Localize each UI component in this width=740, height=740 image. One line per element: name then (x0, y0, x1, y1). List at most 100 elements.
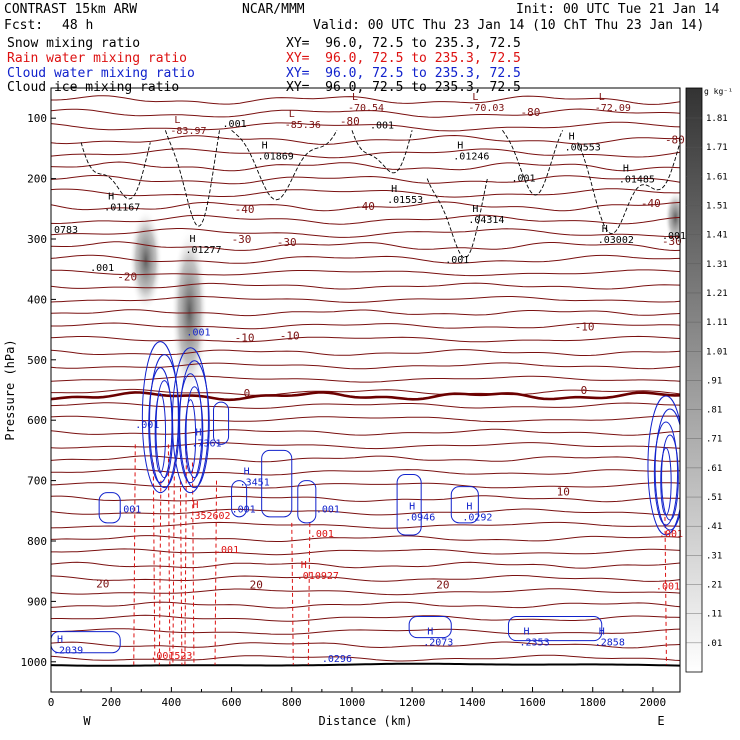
isotherm-line (51, 269, 680, 277)
legend-snow-label: Snow mixing ratio (7, 36, 141, 51)
isotherm-line (51, 335, 680, 343)
isotherm-line (51, 508, 680, 516)
extremum-marker: H (466, 502, 472, 513)
rain-shaft (158, 480, 162, 665)
isotherm-line (51, 442, 680, 450)
isotherm-line (51, 175, 680, 185)
x-tick-label: 2000 (640, 696, 667, 709)
cloud-water-contour (661, 434, 679, 521)
contour-value-label: .001 (215, 545, 239, 556)
isotherm-line (51, 322, 680, 330)
colorbar-tick-label: 1.01 (706, 347, 728, 357)
x-tick-label: 1800 (579, 696, 606, 709)
colorbar: 1.81 1.71 1.61 1.51 1.41 1.31 1.21 1.11 1.01 .91.… (685, 87, 733, 673)
isotherm-line (51, 601, 680, 609)
snow-column (129, 208, 163, 312)
isotherm-line (51, 228, 680, 238)
rain-shaft (191, 462, 195, 665)
extremum-value: .01869 (258, 151, 294, 162)
cloud-water-contour (179, 360, 210, 489)
contour-labels: -80 -80 -80 -40 -40 -40 -30 -30 -30 -20 -10 -10 -10 0… (53, 92, 686, 665)
cloud-water-contour (653, 421, 679, 526)
contour-value-label: .001 (316, 505, 340, 516)
extremum-marker: H (427, 627, 433, 638)
extremum-value: .01246 (453, 151, 489, 162)
isotherm-label: -30 (277, 236, 297, 249)
extremum-marker: L (174, 115, 180, 126)
cloud-water-contour (184, 399, 197, 474)
fcst-label: Fcst: (4, 18, 44, 33)
isotherm-line (51, 241, 680, 252)
valid-time: Valid: 00 UTC Thu 23 Jan 14 (10 ChT Thu … (313, 18, 705, 33)
extremum-value: .0946 (405, 513, 435, 524)
extremum-value: -85.36 (285, 120, 321, 131)
y-tick-label: 900 (27, 595, 47, 608)
snow-shading (129, 190, 680, 397)
legend-rain-xy: XY= 96.0, 72.5 to 235.3, 72.5 (286, 51, 521, 66)
y-tick-label: 100 (27, 112, 47, 125)
extremum-value: .01167 (104, 203, 140, 214)
colorbar-tick-label: .01 (706, 639, 722, 649)
cloud-water-contour (141, 341, 179, 494)
zero-isotherm (51, 391, 680, 402)
y-tick-label: 800 (27, 535, 47, 548)
fcst-value: 48 h (62, 18, 94, 33)
isotherm-line (51, 575, 680, 582)
x-tick-label: 400 (161, 696, 181, 709)
y-tick-label: 200 (27, 173, 47, 186)
extremum-marker: H (301, 560, 307, 571)
contour-value-label: .001 (370, 120, 394, 131)
cloud-ice-contours (80, 129, 680, 259)
isotherm-line (51, 468, 680, 476)
temperature-contours (51, 95, 680, 667)
isotherm-line (51, 296, 680, 303)
isotherm-line (51, 654, 680, 662)
isotherm-label: -20 (117, 270, 137, 283)
isotherm-line (51, 521, 680, 529)
extremum-value: -83.97 (170, 126, 206, 137)
axes: 0 200 400 600 800 1000 1200 1400 1600 1800 2000100… (3, 112, 666, 728)
extremum-value: .0292 (462, 513, 492, 524)
isotherm-label: -10 (575, 321, 595, 334)
rain-shaft (307, 522, 311, 665)
colorbar-tick-label: .71 (706, 435, 722, 445)
extremum-marker: H (192, 500, 198, 511)
extremum-marker: L (472, 92, 478, 103)
contour-value-label: .001 (232, 505, 256, 516)
cloud-water-contour (98, 492, 121, 524)
rain-shaft (291, 522, 294, 665)
extremum-value: -70.03 (468, 103, 504, 114)
colorbar-tick-label: 1.31 (706, 260, 728, 270)
colorbar-tick-label: .51 (706, 493, 722, 503)
extremum-marker: L (352, 92, 358, 103)
cloud-water-contour (396, 474, 422, 536)
isotherm-line (51, 362, 680, 370)
isotherm-label: -40 (355, 200, 375, 213)
extremum-value: .01277 (185, 245, 221, 256)
cloud-water-contour (171, 347, 209, 494)
x-tick-label: 1000 (339, 696, 366, 709)
isotherm-line (51, 388, 680, 396)
y-tick-label: 700 (27, 475, 47, 488)
isotherm-line (51, 375, 680, 383)
extremum-marker: H (569, 131, 575, 142)
isotherm-label: -10 (235, 331, 255, 344)
extremum-marker: H (623, 163, 629, 174)
isotherm-label: 0 (581, 384, 588, 397)
legend-cloudwater-xy: XY= 96.0, 72.5 to 235.3, 72.5 (286, 66, 521, 81)
cloud-ice-contour (502, 130, 564, 196)
contour-value-label: .001 (90, 263, 114, 274)
init-time: Init: 00 UTC Tue 21 Jan 14 (516, 2, 720, 17)
isotherm-line (51, 535, 680, 542)
isotherm-label: -40 (235, 203, 255, 216)
plot-frame (50, 87, 681, 693)
isotherm-line (51, 254, 680, 264)
isotherm-label: -80 (520, 106, 540, 119)
colorbar-unit: g kg⁻¹ (704, 87, 733, 96)
isotherm-label: 10 (557, 485, 570, 498)
extremum-marker: H (599, 627, 605, 638)
isotherm-line (51, 201, 680, 212)
isotherm-label: 20 (250, 578, 263, 591)
contour-value-label: .001 (117, 505, 141, 516)
extremum-value: .01553 (387, 195, 423, 206)
